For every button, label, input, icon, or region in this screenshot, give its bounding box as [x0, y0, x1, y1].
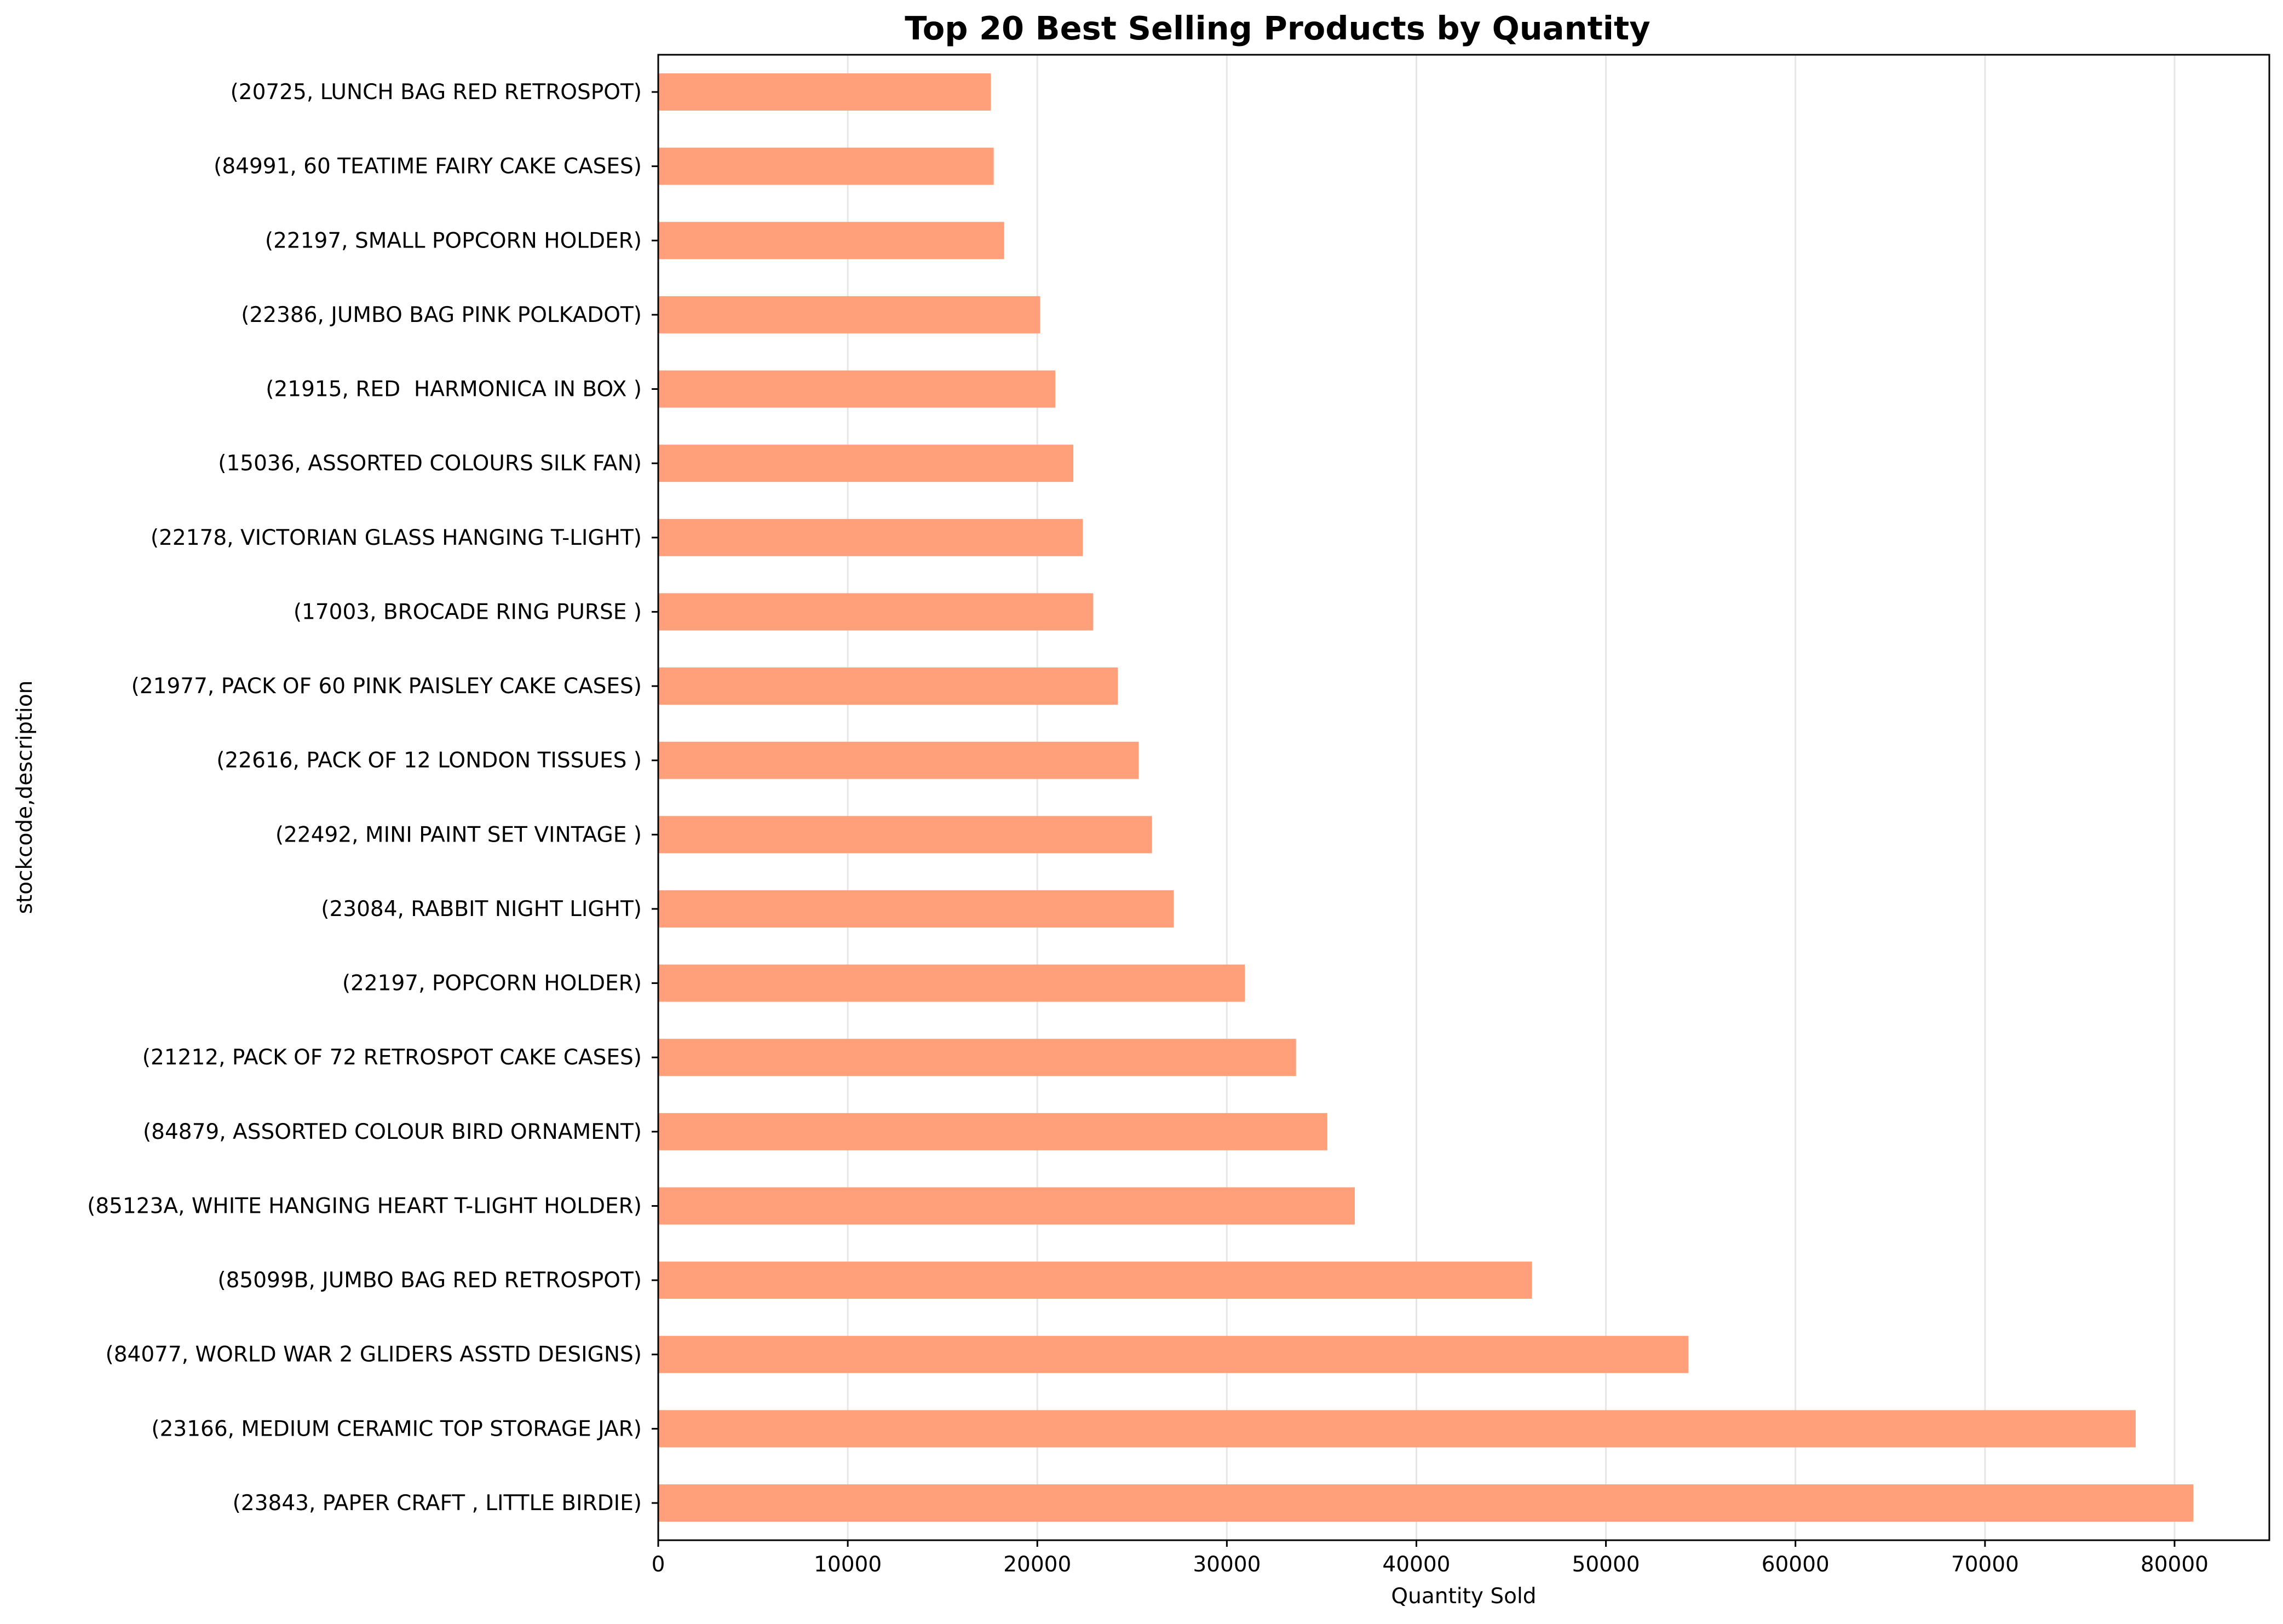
- bar: [658, 147, 994, 185]
- y-tick-label: (23843, PAPER CRAFT , LITTLE BIRDIE): [233, 1491, 642, 1516]
- bar: [658, 816, 1152, 854]
- x-tick-label: 10000: [814, 1552, 882, 1577]
- x-axis-label: Quantity Sold: [1391, 1584, 1536, 1609]
- x-tick-label: 20000: [1003, 1552, 1071, 1577]
- bar: [658, 73, 991, 111]
- y-tick-label: (22386, JUMBO BAG PINK POLKADOT): [241, 303, 642, 327]
- bar: [658, 1410, 2136, 1448]
- bar: [658, 296, 1040, 333]
- y-tick-label: (15036, ASSORTED COLOURS SILK FAN): [218, 451, 642, 476]
- bar: [658, 1262, 1532, 1299]
- y-tick-label: (22197, POPCORN HOLDER): [342, 971, 642, 996]
- x-tick-label: 0: [652, 1552, 665, 1577]
- bar: [658, 1335, 1689, 1373]
- plot-frame: [657, 54, 2270, 1541]
- y-tick-label: (85123A, WHITE HANGING HEART T-LIGHT HOL…: [87, 1194, 642, 1218]
- x-tick-label: 40000: [1382, 1552, 1450, 1577]
- bar: [658, 890, 1174, 928]
- y-tick-label: (22492, MINI PAINT SET VINTAGE ): [275, 822, 642, 847]
- y-tick-label: (84879, ASSORTED COLOUR BIRD ORNAMENT): [143, 1120, 642, 1144]
- x-tick-label: 70000: [1951, 1552, 2019, 1577]
- x-tick-label: 50000: [1572, 1552, 1640, 1577]
- y-tick-label: (22197, SMALL POPCORN HOLDER): [265, 228, 642, 253]
- bar: [658, 1484, 2194, 1522]
- gridlines: [847, 55, 2176, 1540]
- x-tick-label: 60000: [1762, 1552, 1830, 1577]
- bar: [658, 1187, 1355, 1225]
- bar: [658, 445, 1073, 482]
- y-tick-label: (22616, PACK OF 12 LONDON TISSUES ): [216, 748, 642, 773]
- bars: [658, 73, 2194, 1522]
- y-tick-label: (21915, RED HARMONICA IN BOX ): [266, 377, 642, 402]
- y-tick-label: (21212, PACK OF 72 RETROSPOT CAKE CASES): [142, 1045, 642, 1070]
- chart-title: Top 20 Best Selling Products by Quantity: [905, 9, 1650, 47]
- y-axis-ticks: (20725, LUNCH BAG RED RETROSPOT) (84991, …: [87, 80, 658, 1516]
- bar: [658, 964, 1245, 1002]
- bar: [658, 370, 1056, 408]
- bar: [658, 1039, 1296, 1076]
- x-axis-ticks: 0 10000 20000 30000 40000 50000 60000 70000 8000…: [652, 1540, 2209, 1577]
- x-tick-label: 30000: [1193, 1552, 1261, 1577]
- y-tick-label: (20725, LUNCH BAG RED RETROSPOT): [231, 80, 642, 105]
- y-tick-label: (22178, VICTORIAN GLASS HANGING T-LIGHT): [151, 526, 642, 550]
- bar: [658, 593, 1094, 631]
- y-tick-label: (84991, 60 TEATIME FAIRY CAKE CASES): [214, 154, 642, 179]
- bar: [658, 741, 1139, 779]
- y-tick-label: (17003, BROCADE RING PURSE ): [294, 600, 642, 624]
- y-tick-label: (84077, WORLD WAR 2 GLIDERS ASSTD DESIGN…: [105, 1343, 642, 1367]
- bar: [658, 1113, 1327, 1150]
- y-tick-label: (23166, MEDIUM CERAMIC TOP STORAGE JAR): [151, 1416, 642, 1441]
- y-tick-label: (21977, PACK OF 60 PINK PAISLEY CAKE CAS…: [131, 674, 642, 699]
- bar: [658, 222, 1004, 260]
- y-tick-label: (23084, RABBIT NIGHT LIGHT): [321, 897, 642, 922]
- x-tick-label: 80000: [2141, 1552, 2209, 1577]
- bar: [658, 519, 1083, 556]
- bar: [658, 667, 1118, 705]
- y-axis-label: stockcode,description: [13, 681, 37, 914]
- y-tick-label: (85099B, JUMBO BAG RED RETROSPOT): [217, 1268, 642, 1293]
